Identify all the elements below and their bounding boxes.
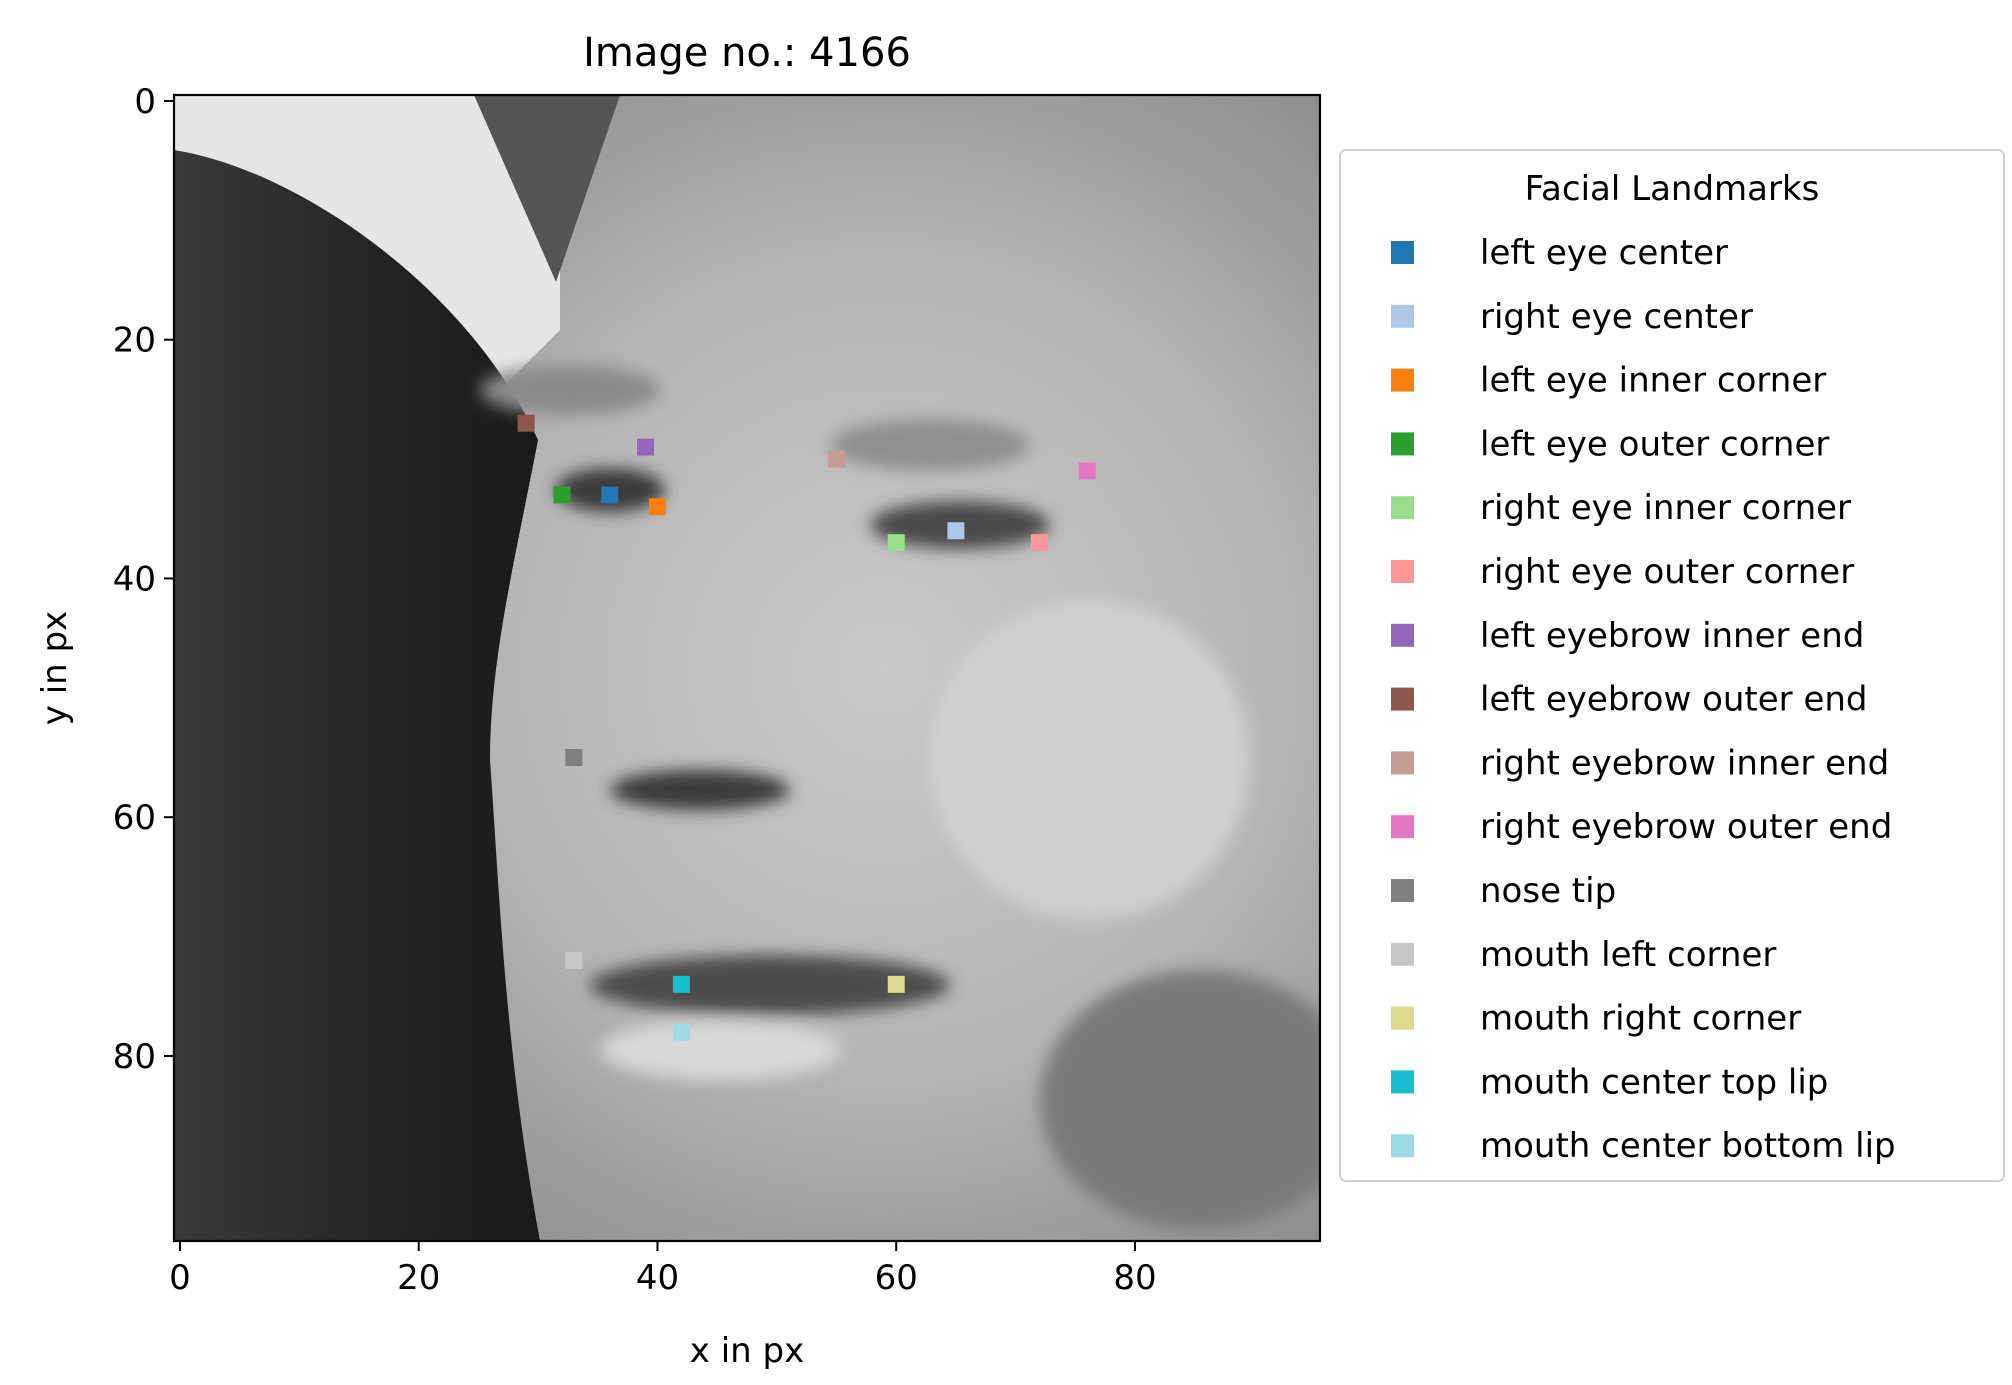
x-tick-label: 40 [636,1258,679,1298]
landmark-marker-9 [1078,462,1096,480]
landmark-marker-7 [517,414,535,432]
legend-entry-13: mouth center top lip [1480,1062,1828,1102]
legend-swatch-14 [1391,1134,1414,1158]
legend-entry-8: right eyebrow inner end [1480,743,1889,783]
face-image [174,95,1320,1241]
legend-entry-6: left eyebrow inner end [1480,616,1864,656]
legend-entry-10: nose tip [1480,871,1616,911]
landmark-marker-8 [828,450,846,468]
legend-swatch-13 [1391,1070,1414,1094]
legend-box [1339,149,2005,1182]
plot-area-frame [172,93,1322,1243]
x-tick-label: 20 [397,1258,440,1298]
x-tick-label: 80 [1113,1258,1156,1298]
y-tick-label: 20 [113,321,156,361]
legend-entry-11: mouth left corner [1480,935,1776,975]
legend-swatch-0 [1391,241,1414,264]
landmark-marker-13 [672,975,690,993]
x-tick-label: 0 [169,1258,191,1298]
landmark-marker-1 [947,522,965,540]
landmark-marker-10 [565,749,583,767]
landmark-marker-12 [887,975,905,993]
legend-swatch-6 [1391,623,1414,647]
landmark-markers [517,414,1096,1041]
legend-swatch-5 [1391,560,1414,583]
legend-entry-7: left eyebrow outer end [1480,680,1868,720]
landmark-marker-11 [565,951,583,969]
legend-entry-0: left eye center [1480,233,1728,273]
legend-swatch-9 [1391,815,1414,839]
landmark-marker-6 [637,438,655,456]
y-axis-label: y in px [35,611,75,725]
landmark-marker-3 [553,486,571,504]
y-tick-label: 0 [134,82,156,122]
legend: Facial Landmarks left eye center right ey… [1339,149,2005,1182]
x-axis-label: x in px [690,1331,804,1371]
landmark-marker-0 [601,486,619,504]
y-tick-label: 60 [113,798,156,838]
landmark-marker-14 [672,1023,690,1041]
y-tick-label: 40 [113,559,156,599]
legend-entry-9: right eyebrow outer end [1480,807,1892,847]
landmark-marker-4 [887,534,905,552]
legend-entry-4: right eye inner corner [1480,488,1851,528]
landmark-marker-5 [1030,534,1048,552]
landmark-marker-2 [648,498,666,516]
legend-swatch-7 [1391,687,1414,711]
legend-entry-5: right eye outer corner [1480,552,1854,592]
legend-entry-3: left eye outer corner [1480,424,1829,464]
legend-swatch-8 [1391,751,1414,775]
legend-swatch-4 [1391,496,1414,520]
legend-swatch-12 [1391,1006,1414,1030]
legend-title: Facial Landmarks [1525,169,1820,209]
chart-title: Image no.: 4166 [583,30,911,76]
y-axis-ticks: 0 20 40 60 80 [113,82,174,1077]
y-tick-label: 80 [113,1037,156,1077]
x-axis-ticks: 0 20 40 60 80 [169,1241,1157,1298]
legend-entry-1: right eye center [1480,297,1753,337]
legend-entry-2: left eye inner corner [1480,361,1826,401]
legend-swatch-11 [1391,942,1414,966]
legend-entry-12: mouth right corner [1480,999,1801,1039]
x-tick-label: 60 [875,1258,918,1298]
legend-swatch-3 [1391,432,1414,456]
legend-entry-14: mouth center bottom lip [1480,1126,1896,1166]
legend-swatch-10 [1391,879,1414,902]
legend-swatch-1 [1391,304,1414,328]
legend-swatch-2 [1391,368,1414,392]
